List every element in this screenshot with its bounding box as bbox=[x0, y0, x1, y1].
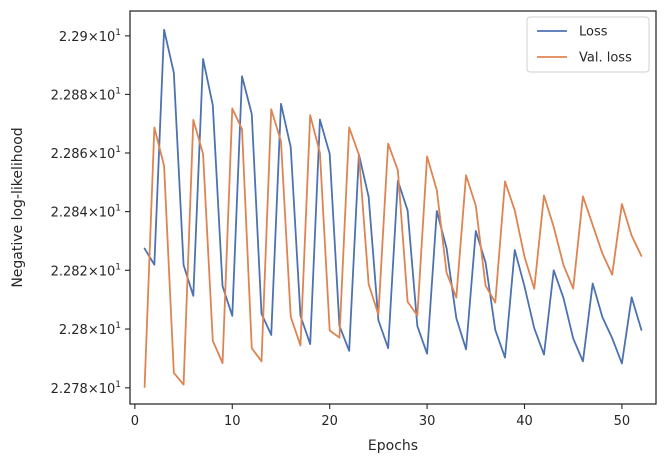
legend-label-val-loss: Val. loss bbox=[579, 51, 632, 66]
x-tick-label: 0 bbox=[131, 414, 139, 429]
y-tick-label: 2.278×101 bbox=[51, 380, 121, 397]
x-tick-label: 40 bbox=[516, 414, 533, 429]
x-tick-label: 50 bbox=[614, 414, 631, 429]
x-axis-ticks: 0 10 20 30 40 50 bbox=[131, 404, 630, 429]
legend-label-loss: Loss bbox=[579, 25, 608, 40]
y-tick-label: 2.29×101 bbox=[59, 28, 121, 45]
x-tick-label: 20 bbox=[321, 414, 338, 429]
series-line-loss bbox=[143, 28, 643, 365]
plot-frame bbox=[129, 10, 657, 405]
y-tick-label: 2.288×101 bbox=[51, 86, 121, 103]
y-axis-ticks: 2.278×101 2.28×101 2.282×101 2.284×101 2.286… bbox=[51, 28, 130, 397]
x-tick-label: 10 bbox=[224, 414, 241, 429]
legend: Loss Val. loss bbox=[526, 16, 650, 73]
x-tick-label: 30 bbox=[419, 414, 436, 429]
y-tick-label: 2.286×101 bbox=[51, 145, 121, 162]
x-axis-label: Epochs bbox=[368, 438, 418, 454]
plot-lines bbox=[143, 28, 643, 388]
y-axis-label: Negative log-likelihood bbox=[10, 127, 26, 287]
series-line-val-loss bbox=[143, 107, 643, 388]
y-tick-label: 2.284×101 bbox=[51, 204, 121, 221]
y-tick-label: 2.282×101 bbox=[51, 262, 121, 279]
y-tick-label: 2.28×101 bbox=[59, 321, 121, 338]
